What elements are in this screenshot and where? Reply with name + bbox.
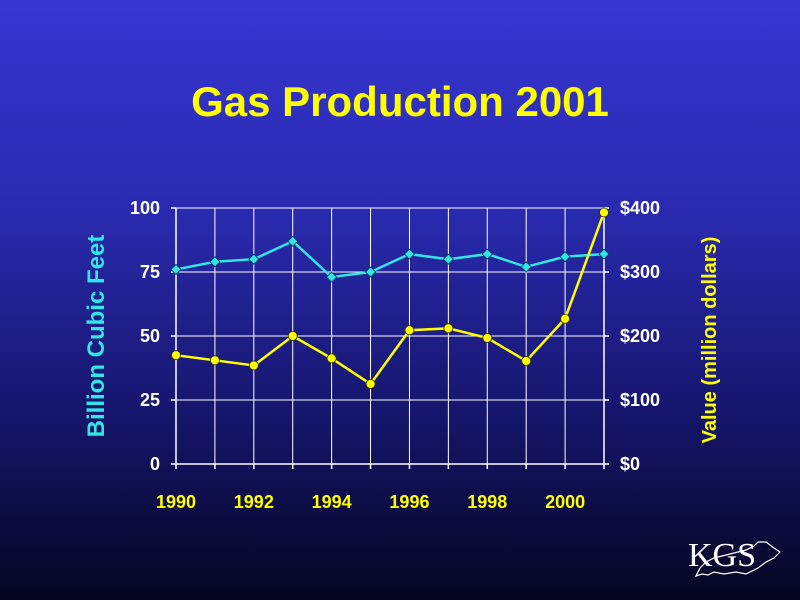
y-tick-label-right: $300	[620, 262, 660, 282]
data-point-left	[248, 253, 260, 265]
grid	[176, 207, 604, 465]
data-point-right	[326, 353, 337, 364]
series-line-right	[175, 212, 606, 386]
x-tick-label: 2000	[545, 492, 585, 512]
y-tick-label-right: $200	[620, 326, 660, 346]
data-point-left	[520, 261, 532, 273]
x-tick-label: 1998	[467, 492, 507, 512]
data-point-right	[404, 325, 415, 336]
y-tick-label-right: $0	[620, 454, 640, 474]
kentucky-outline-icon: KGS	[688, 537, 781, 578]
data-point-left	[403, 248, 416, 260]
x-tick-label: 1992	[234, 492, 274, 512]
data-point-left	[598, 248, 610, 260]
y-tick-label-left: 50	[140, 326, 160, 346]
data-point-left	[209, 256, 221, 268]
y-tick-label-right: $400	[620, 198, 660, 218]
data-point-left	[326, 271, 338, 283]
data-point-left	[559, 251, 571, 263]
y-tick-label-right: $100	[620, 390, 660, 410]
data-point-right	[171, 350, 181, 361]
right-tick-labels: $0 $100 $200 $300 $400	[620, 198, 660, 474]
data-point-right	[365, 379, 376, 389]
x-tick-label: 1996	[389, 492, 429, 512]
data-point-left	[442, 253, 454, 265]
y-axis-label-right: Value (million dollars)	[699, 237, 721, 444]
series-line-left	[175, 239, 605, 279]
data-point-right	[210, 355, 220, 366]
y-axis-label-left: Billion Cubic Feet	[83, 235, 110, 438]
y-tick-label-left: 0	[150, 454, 160, 474]
axes	[171, 207, 609, 469]
data-point-left	[287, 235, 299, 247]
data-point-left	[481, 248, 493, 260]
kgs-logo: KGS	[684, 530, 784, 582]
x-tick-labels: 1990 1992 1994 1996 1998 2000	[156, 492, 585, 512]
x-tick-label: 1990	[156, 492, 196, 512]
data-point-right	[521, 356, 532, 366]
data-point-right	[287, 331, 298, 341]
x-tick-label: 1994	[312, 492, 352, 512]
data-point-right	[560, 313, 570, 324]
data-point-right	[443, 323, 454, 334]
y-tick-label-left: 100	[130, 198, 160, 218]
series	[170, 207, 610, 389]
data-point-right	[248, 360, 259, 371]
data-point-right	[599, 207, 609, 218]
logo-text: KGS	[688, 537, 756, 574]
data-point-left	[170, 263, 182, 276]
y-tick-label-left: 25	[140, 390, 160, 410]
data-point-left	[364, 266, 377, 278]
left-tick-labels: 0 25 50 75 100	[130, 198, 160, 474]
y-tick-label-left: 75	[140, 262, 160, 282]
data-point-right	[482, 333, 493, 343]
chart-title: Gas Production 2001	[191, 78, 609, 125]
